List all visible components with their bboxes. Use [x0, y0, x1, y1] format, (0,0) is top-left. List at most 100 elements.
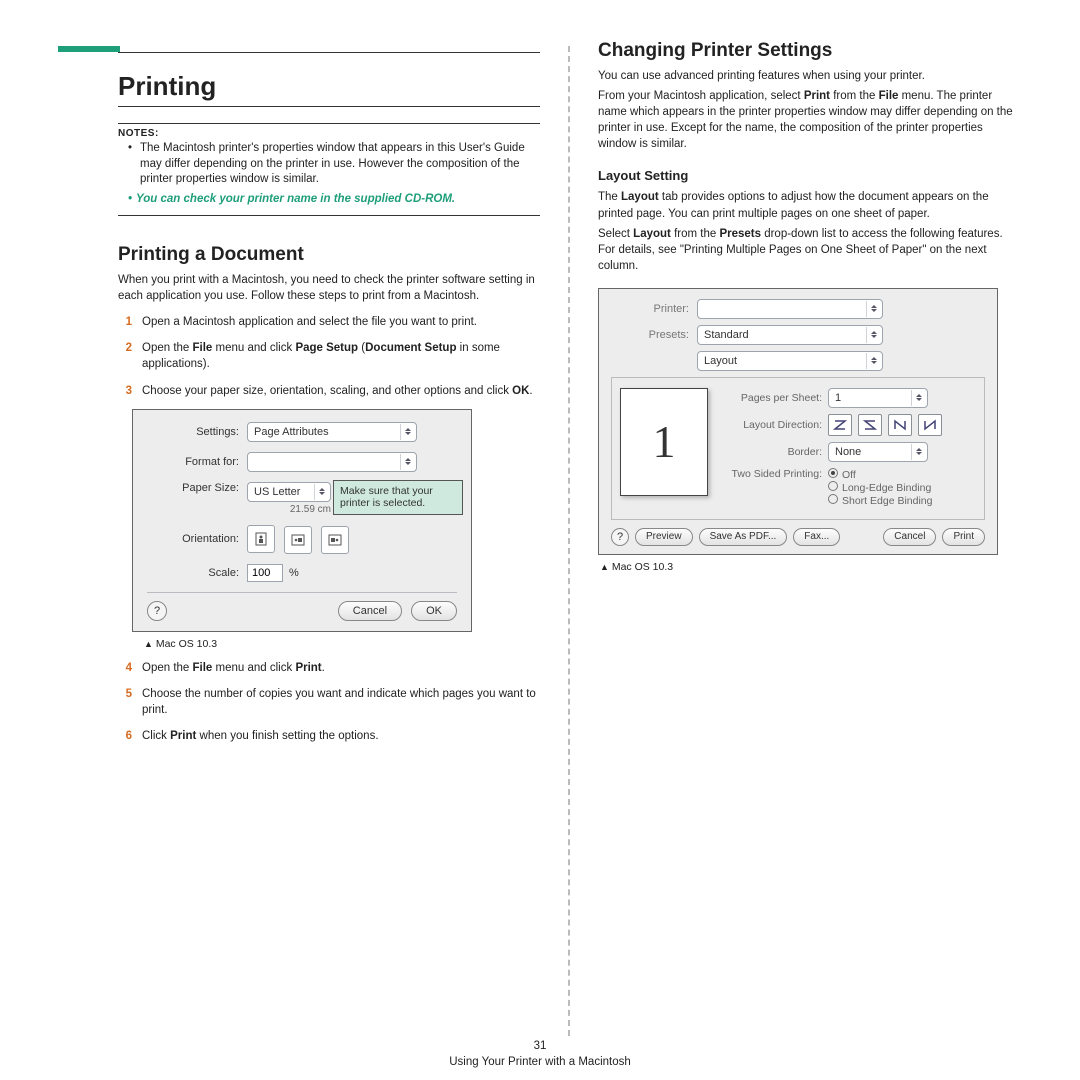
step-item: 3 Choose your paper size, orientation, s…: [118, 383, 540, 399]
settings-row: Settings: Page Attributes: [147, 422, 457, 442]
help-button[interactable]: ?: [611, 528, 629, 546]
scale-input[interactable]: [247, 564, 283, 582]
radio-off[interactable]: [828, 468, 838, 478]
format-label: Format for:: [147, 456, 247, 468]
note-item-accent: • You can check your printer name in the…: [128, 192, 540, 208]
layout-preview: 1: [620, 388, 708, 496]
cancel-button[interactable]: Cancel: [338, 601, 402, 621]
rule: [118, 106, 540, 107]
rule: [118, 215, 540, 216]
border-row: Border: None: [722, 442, 976, 462]
figure-caption: ▲ Mac OS 10.3: [144, 638, 540, 650]
print-button[interactable]: Print: [942, 528, 985, 546]
paper-dim: 21.59 cm: [247, 504, 331, 515]
step-item: 1 Open a Macintosh application and selec…: [118, 314, 540, 330]
intro-paragraph: When you print with a Macintosh, you nee…: [118, 272, 540, 304]
direction-nrev-button[interactable]: [918, 414, 942, 436]
layout-panel: 1 Pages per Sheet: 1 Layout Direction:: [611, 377, 985, 520]
direction-z-button[interactable]: [828, 414, 852, 436]
section-row: Layout: [611, 351, 985, 371]
step-item: 6 Click Print when you finish setting th…: [118, 728, 540, 744]
step-text: Open the File menu and click Page Setup …: [142, 340, 540, 372]
tooltip-callout: Make sure that your printer is selected.: [333, 480, 463, 515]
step-number: 1: [118, 314, 132, 330]
chevron-updown-icon: [400, 424, 414, 440]
printer-row: Printer:: [611, 299, 985, 319]
border-label: Border:: [722, 446, 828, 458]
ok-button[interactable]: OK: [411, 601, 457, 621]
rule: [118, 123, 540, 124]
settings-label: Settings:: [147, 426, 247, 438]
paragraph: Select Layout from the Presets drop-down…: [598, 226, 1020, 274]
preview-button[interactable]: Preview: [635, 528, 693, 546]
direction-s-button[interactable]: [858, 414, 882, 436]
help-button[interactable]: ?: [147, 601, 167, 621]
n-path-icon: [893, 419, 907, 431]
section-heading: Changing Printer Settings: [598, 40, 1020, 62]
step-number: 3: [118, 383, 132, 399]
step-text: Choose the number of copies you want and…: [142, 686, 540, 718]
presets-row: Presets: Standard: [611, 325, 985, 345]
step-number: 6: [118, 728, 132, 744]
steps-list-cont: 4 Open the File menu and click Print. 5 …: [118, 660, 540, 744]
page-title: Printing: [118, 71, 540, 102]
scale-row: Scale: %: [147, 564, 457, 582]
format-row: Format for:: [147, 452, 457, 472]
chevron-updown-icon: [314, 484, 328, 500]
chevron-updown-icon: [866, 353, 880, 369]
chevron-updown-icon: [866, 327, 880, 343]
step-number: 2: [118, 340, 132, 372]
rule: [118, 52, 540, 53]
format-select[interactable]: [247, 452, 417, 472]
radio-long[interactable]: [828, 481, 838, 491]
printer-label: Printer:: [611, 303, 697, 315]
subheading: Layout Setting: [598, 168, 1020, 183]
paragraph: From your Macintosh application, select …: [598, 88, 1020, 152]
orientation-label: Orientation:: [147, 533, 247, 545]
fax-button[interactable]: Fax...: [793, 528, 840, 546]
page-setup-dialog: Settings: Page Attributes Format for: Pa…: [132, 409, 472, 632]
scale-label: Scale:: [147, 567, 247, 579]
printer-select[interactable]: [697, 299, 883, 319]
step-item: 2 Open the File menu and click Page Setu…: [118, 340, 540, 372]
percent-label: %: [289, 567, 299, 579]
step-text: Choose your paper size, orientation, sca…: [142, 383, 540, 399]
section-select[interactable]: Layout: [697, 351, 883, 371]
section-heading: Printing a Document: [118, 244, 540, 266]
step-item: 5 Choose the number of copies you want a…: [118, 686, 540, 718]
dialog-footer: ? Cancel OK: [147, 592, 457, 621]
settings-select[interactable]: Page Attributes: [247, 422, 417, 442]
radio-short[interactable]: [828, 494, 838, 504]
chapter-title: Using Your Printer with a Macintosh: [0, 1056, 1080, 1068]
orientation-landscape-button[interactable]: [284, 526, 312, 554]
pps-select[interactable]: 1: [828, 388, 928, 408]
orientation-landscape-flip-button[interactable]: [321, 526, 349, 554]
print-dialog: Printer: Presets: Standard Layout 1 Page…: [598, 288, 998, 555]
step-text: Open the File menu and click Print.: [142, 660, 540, 676]
chevron-updown-icon: [866, 301, 880, 317]
direction-n-button[interactable]: [888, 414, 912, 436]
steps-list: 1 Open a Macintosh application and selec…: [118, 314, 540, 398]
cancel-button[interactable]: Cancel: [883, 528, 936, 546]
step-item: 4 Open the File menu and click Print.: [118, 660, 540, 676]
note-text: The Macintosh printer's properties windo…: [140, 141, 540, 188]
figure-caption: ▲ Mac OS 10.3: [600, 561, 1020, 573]
twosided-row: Two Sided Printing: Off Long-Edge Bindin…: [722, 468, 976, 507]
page: Printing NOTES: • The Macintosh printer'…: [0, 0, 1080, 1010]
twosided-label: Two Sided Printing:: [722, 468, 828, 480]
save-pdf-button[interactable]: Save As PDF...: [699, 528, 788, 546]
pages-per-sheet-row: Pages per Sheet: 1: [722, 388, 976, 408]
person-rotated-icon: [291, 534, 305, 546]
bullet-icon: •: [128, 141, 136, 188]
border-select[interactable]: None: [828, 442, 928, 462]
notes-header: NOTES:: [118, 128, 540, 139]
step-number: 5: [118, 686, 132, 718]
notes-box: NOTES: • The Macintosh printer's propert…: [118, 123, 540, 216]
paper-select[interactable]: US Letter: [247, 482, 331, 502]
orientation-portrait-button[interactable]: [247, 525, 275, 553]
step-number: 4: [118, 660, 132, 676]
chevron-updown-icon: [911, 390, 925, 406]
presets-select[interactable]: Standard: [697, 325, 883, 345]
layout-direction-row: Layout Direction:: [722, 414, 976, 436]
z-path-icon: [833, 419, 847, 431]
